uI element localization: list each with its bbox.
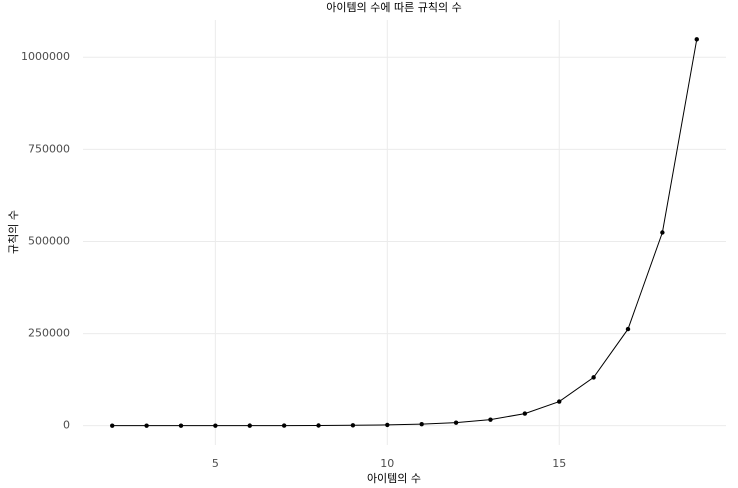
x-axis-title: 아이템의 수 xyxy=(367,472,421,485)
x-tick-label: 10 xyxy=(380,457,394,470)
data-point xyxy=(591,375,596,380)
data-point xyxy=(419,421,424,427)
data-point xyxy=(522,411,528,416)
data-point xyxy=(144,423,149,428)
y-tick-label: 0 xyxy=(63,419,70,432)
data-point xyxy=(660,230,665,235)
y-tick-label: 1000000 xyxy=(21,50,70,63)
data-point xyxy=(213,423,218,428)
data-point xyxy=(110,423,115,428)
data-point xyxy=(694,37,699,42)
chart-title: 아이템의 수에 따른 규칙의 수 xyxy=(326,1,461,14)
data-point xyxy=(488,417,493,422)
data-point xyxy=(178,423,184,428)
y-tick-label: 750000 xyxy=(28,142,70,155)
data-point xyxy=(316,423,321,428)
data-point xyxy=(453,420,459,425)
series-line xyxy=(112,39,698,427)
x-tick-label: 5 xyxy=(212,457,219,470)
data-point xyxy=(625,326,631,332)
y-tick-label: 250000 xyxy=(28,327,70,340)
y-tick-label: 500000 xyxy=(28,234,70,247)
data-point xyxy=(557,399,562,404)
data-point xyxy=(281,423,287,428)
y-axis-title: 규칙의 수 xyxy=(7,210,20,254)
data-point xyxy=(350,423,356,428)
x-tick-label: 15 xyxy=(552,457,566,470)
data-point xyxy=(385,422,390,428)
data-point xyxy=(247,423,252,428)
